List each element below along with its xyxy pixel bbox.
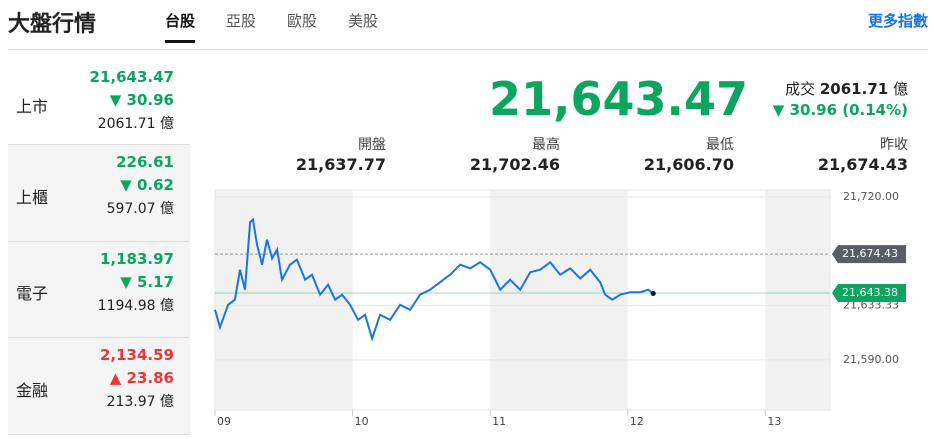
- tab[interactable]: 亞股: [226, 12, 257, 30]
- session-band: [765, 190, 830, 410]
- stat-value: 21,637.77: [295, 155, 386, 174]
- sidebar-row: [8, 60, 190, 145]
- row-name: 金融: [16, 380, 49, 400]
- reference-label: 21,674.43: [842, 247, 898, 260]
- stat-label: 昨收: [880, 137, 908, 153]
- session-band: [490, 190, 628, 410]
- arrow: ▼: [120, 273, 137, 291]
- tab[interactable]: 歐股: [287, 12, 318, 30]
- row-name: 上市: [16, 96, 49, 116]
- stat-value: 21,606.70: [643, 155, 734, 174]
- arrow: ▲: [109, 369, 127, 387]
- y-tick-label: 21,590.00: [843, 353, 899, 366]
- row-volume: 1194.98 億: [97, 298, 174, 314]
- x-tick-label: 13: [767, 415, 781, 428]
- arrow: ▼: [109, 91, 127, 109]
- row-name: 上櫃: [16, 187, 49, 207]
- last-label: 21,643.38: [842, 286, 898, 299]
- sidebar-row: [8, 145, 190, 242]
- title: 大盤行情: [8, 12, 97, 37]
- divider: [8, 49, 928, 50]
- reference-tag: [832, 245, 906, 264]
- last-point: [650, 290, 656, 296]
- row-change-value: 23.86: [126, 369, 174, 387]
- x-tick-label: 10: [355, 415, 369, 428]
- row-value: 21,643.47: [89, 68, 174, 86]
- stat-value: 21,674.43: [817, 155, 908, 174]
- change-value: 30.96 (0.14%): [789, 101, 908, 119]
- row-change-value: 5.17: [136, 273, 174, 291]
- x-tick-label: 09: [217, 415, 231, 428]
- index-line: [214, 217, 654, 342]
- price: 21,643.47: [489, 72, 748, 126]
- volume-value: 2061.71: [819, 80, 889, 98]
- arrow: ▼: [120, 176, 137, 194]
- row-volume: 597.07 億: [106, 201, 174, 217]
- row-change: ▼ 30.96: [110, 91, 174, 109]
- stat-value: 21,702.46: [469, 155, 560, 174]
- volume: 成交 2061.71 億: [785, 78, 908, 99]
- row-name: 電子: [16, 284, 49, 303]
- last-tag: [832, 284, 906, 303]
- change: ▼ 30.96 (0.14%): [772, 101, 908, 119]
- sidebar-row: [8, 242, 190, 338]
- row-change-value: 30.96: [126, 91, 174, 109]
- tab[interactable]: 美股: [348, 12, 379, 30]
- row-change: ▲ 23.86: [110, 369, 174, 387]
- more-link[interactable]: 更多指數: [867, 12, 928, 30]
- session-band: [215, 190, 353, 410]
- stat-label: 開盤: [358, 137, 386, 153]
- row-volume: 2061.71 億: [97, 116, 174, 132]
- row-value: 2,134.59: [99, 346, 174, 364]
- stat-label: 最高: [532, 137, 560, 153]
- x-tick-label: 11: [492, 415, 506, 428]
- plot-frame: [214, 189, 831, 411]
- tab[interactable]: 台股: [165, 10, 196, 43]
- row-value: 1,183.97: [99, 250, 174, 268]
- y-tick-label: 21,720.00: [843, 190, 899, 203]
- row-value: 226.61: [116, 153, 174, 171]
- row-change: ▼ 5.17: [120, 273, 174, 291]
- row-volume: 213.97 億: [106, 394, 174, 410]
- sidebar-row: [8, 338, 190, 435]
- volume-label: 成交: [785, 80, 816, 98]
- row-change: ▼ 0.62: [120, 176, 174, 194]
- stat-label: 最低: [706, 137, 734, 153]
- volume-unit: 億: [892, 80, 908, 98]
- row-change-value: 0.62: [136, 176, 174, 194]
- x-tick-label: 12: [630, 415, 644, 428]
